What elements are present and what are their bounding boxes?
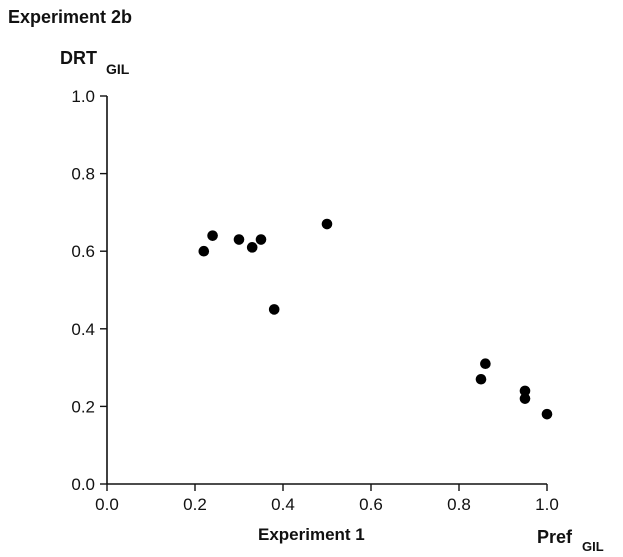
data-point bbox=[476, 374, 487, 385]
data-point bbox=[207, 230, 218, 241]
y-tick-label: 0.8 bbox=[71, 165, 95, 184]
data-point bbox=[199, 246, 210, 257]
x-tick-label: 1.0 bbox=[535, 495, 559, 514]
y-axis-label-main: DRT bbox=[60, 48, 97, 68]
x-tick-label: 0.6 bbox=[359, 495, 383, 514]
x-tick-label: 0.2 bbox=[183, 495, 207, 514]
y-tick-label: 0.6 bbox=[71, 242, 95, 261]
x-axis-end-label: Pref GIL bbox=[537, 527, 604, 554]
x-axis-end-label-main: Pref bbox=[537, 527, 573, 547]
y-tick-label: 0.4 bbox=[71, 320, 95, 339]
x-axis-ticks: 0.0 0.2 0.4 0.6 0.8 1.0 bbox=[95, 484, 559, 514]
data-point bbox=[542, 409, 553, 420]
x-tick-label: 0.8 bbox=[447, 495, 471, 514]
data-point bbox=[234, 234, 245, 245]
y-axis-label: DRT GIL bbox=[60, 48, 130, 77]
data-point bbox=[520, 393, 531, 404]
data-point bbox=[322, 219, 333, 230]
y-axis-label-subscript: GIL bbox=[106, 61, 130, 77]
data-point bbox=[256, 234, 267, 245]
axes bbox=[107, 96, 547, 484]
x-tick-label: 0.4 bbox=[271, 495, 295, 514]
y-tick-label: 0.2 bbox=[71, 397, 95, 416]
x-axis-label: Experiment 1 bbox=[258, 525, 365, 544]
x-tick-label: 0.0 bbox=[95, 495, 119, 514]
y-tick-label: 1.0 bbox=[71, 87, 95, 106]
data-point bbox=[480, 358, 491, 369]
x-axis-end-label-subscript: GIL bbox=[582, 539, 604, 554]
y-axis-ticks: 0.0 0.2 0.4 0.6 0.8 1.0 bbox=[71, 87, 107, 494]
data-points bbox=[199, 219, 553, 420]
data-point bbox=[269, 304, 280, 315]
data-point bbox=[247, 242, 258, 253]
chart-title: Experiment 2b bbox=[8, 7, 132, 27]
y-tick-label: 0.0 bbox=[71, 475, 95, 494]
